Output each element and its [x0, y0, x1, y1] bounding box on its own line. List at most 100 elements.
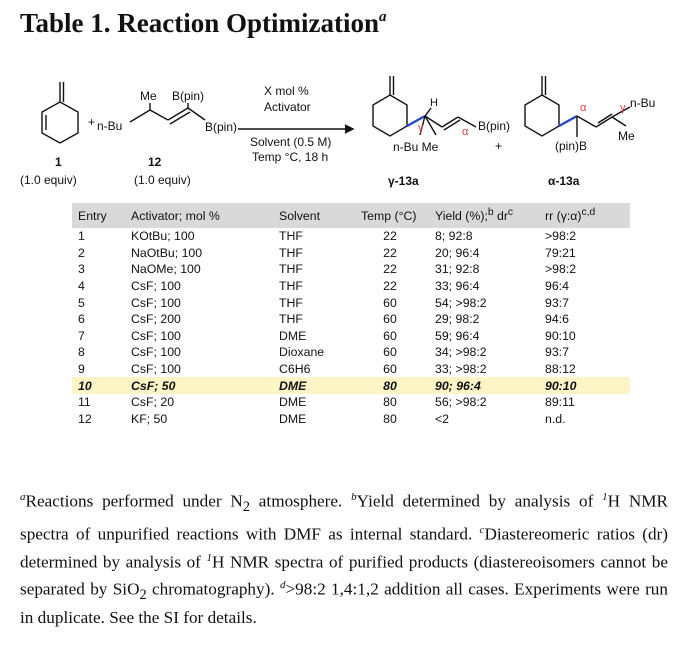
table-row: 2 NaOtBu; 100 THF 22 20; 96:4 79:21 — [72, 245, 630, 262]
footnote-c-text3: chromatography). — [146, 579, 280, 599]
cell-solvent: DME — [279, 328, 307, 343]
cell-temp: 80 — [361, 377, 419, 394]
cell-entry: 11 — [78, 395, 91, 410]
footnote-a-mark: a — [20, 491, 26, 503]
cell-yield-dr: 59; 96:4 — [435, 328, 480, 343]
header-rr-cd: c,d — [581, 207, 596, 219]
cell-temp: 60 — [383, 328, 397, 343]
cell-entry: 1 — [78, 229, 85, 244]
footnote-b-mark: b — [351, 491, 357, 503]
table-row: 9 CsF; 100 C6H6 60 33; >98:2 88:12 — [72, 361, 630, 378]
cell-yield-dr: 31; 92:8 — [435, 262, 480, 277]
cell-rr: 79:21 — [545, 245, 576, 260]
header-entry: Entry — [72, 203, 131, 228]
cell-activator: CsF; 100 — [131, 345, 181, 360]
cell-temp: 22 — [383, 279, 397, 294]
footnote-a-text: Reactions performed under N — [25, 491, 243, 511]
cell-solvent: C6H6 — [279, 362, 311, 377]
conditions-temp: Temp °C, 18 h — [252, 150, 328, 164]
footnote-c-sup: 1 — [206, 551, 212, 564]
cell-yield-dr: 8; 92:8 — [435, 229, 473, 244]
footnote-c-mark: c — [479, 523, 485, 536]
cell-solvent: THF — [279, 279, 303, 294]
cell-entry: 2 — [78, 245, 85, 260]
cell-yield-dr: 20; 96:4 — [435, 245, 480, 260]
header-rr-text: rr (γ:α) — [545, 209, 582, 224]
cell-activator: CsF; 20 — [131, 395, 175, 410]
cell-yield-dr: 29; 98:2 — [435, 312, 480, 327]
cell-activator: CsF; 200 — [131, 312, 181, 327]
cell-rr: 96:4 — [545, 279, 569, 294]
cyclohexenone-structure — [41, 82, 79, 144]
table-row: 1 KOtBu; 100 THF 22 8; 92:8 >98:2 — [72, 228, 630, 245]
header-yield-text: Yield (%); — [435, 209, 488, 224]
footnote-a-end: atmosphere. — [250, 491, 352, 511]
cell-activator: CsF; 100 — [131, 328, 181, 343]
footnote-d-mark: d — [279, 579, 286, 592]
cell-rr: 93:7 — [545, 345, 569, 360]
product-alpha-me: Me — [618, 129, 635, 143]
cell-activator: CsF; 50 — [131, 377, 279, 394]
cell-entry: 8 — [78, 345, 85, 360]
cell-solvent: Dioxane — [279, 345, 325, 360]
cell-temp: 80 — [383, 411, 397, 426]
product-gamma-bpin: B(pin) — [478, 119, 510, 133]
dienyl-diboronate-structure — [129, 103, 206, 125]
footnote-b-text2: H NMR spectra of unpurified reactions wi… — [20, 491, 668, 544]
cell-rr: 94:6 — [545, 312, 569, 327]
table-footnotes: aReactions performed under N2 atmosphere… — [20, 486, 668, 630]
product-gamma-label: γ-13a — [388, 174, 419, 188]
header-solvent: Solvent — [279, 203, 361, 228]
cell-activator: CsF; 100 — [131, 295, 181, 310]
cell-rr: 90:10 — [545, 328, 576, 343]
cell-entry: 12 — [78, 411, 92, 426]
footnote-c-sub: 2 — [139, 587, 147, 604]
product-gamma-nbu-me: n-Bu Me — [393, 140, 439, 154]
product-gamma-gamma-marker: γ — [418, 122, 424, 134]
cell-solvent: THF — [279, 245, 303, 260]
cell-activator: KOtBu; 100 — [131, 229, 195, 244]
cell-temp: 60 — [383, 345, 397, 360]
table-row: 3 NaOMe; 100 THF 22 31; 92:8 >98:2 — [72, 261, 630, 278]
cell-entry: 9 — [78, 362, 85, 377]
product-alpha-alpha-marker: α — [580, 102, 587, 114]
cell-rr: >98:2 — [545, 229, 577, 244]
product-alpha-nbu: n-Bu — [630, 96, 655, 110]
cell-yield-dr: 54; >98:2 — [435, 295, 487, 310]
table-title-text: Table 1. Reaction Optimization — [20, 8, 380, 38]
title-footnote-mark: a — [379, 9, 387, 25]
cell-yield-dr: <2 — [435, 411, 450, 426]
cell-rr: >98:2 — [545, 262, 577, 277]
footnote-b-text: Yield determined by analysis of — [356, 491, 603, 511]
header-yield: Yield (%);b drc — [419, 203, 545, 228]
table-row: 5 CsF; 100 THF 60 54; >98:2 93:7 — [72, 294, 630, 311]
footnote-a-sub: 2 — [242, 499, 250, 516]
cell-entry: 10 — [72, 377, 131, 394]
cell-temp: 60 — [383, 362, 397, 377]
product-gamma-alpha-marker: α — [462, 126, 469, 138]
footnote-d-text: >98:2 1,4:1,2 addition all cases. Experi… — [20, 579, 668, 627]
table-body: 1 KOtBu; 100 THF 22 8; 92:8 >98:2 2 NaOtBu; 100… — [72, 228, 630, 427]
header-activator: Activator; mol % — [131, 203, 279, 228]
conditions-solvent: Solvent (0.5 M) — [250, 135, 331, 149]
optimization-table: Entry Activator; mol % Solvent Temp (°C)… — [72, 203, 630, 427]
sm1-number: 1 — [55, 155, 62, 169]
cell-activator: CsF; 100 — [131, 279, 181, 294]
cell-yield-dr: 33; 96:4 — [435, 279, 480, 294]
cell-entry: 7 — [78, 328, 85, 343]
cell-entry: 5 — [78, 295, 85, 310]
cell-activator: NaOMe; 100 — [131, 262, 201, 277]
sm2-number: 12 — [148, 155, 162, 169]
cell-temp: 80 — [383, 395, 397, 410]
table-row: 4 CsF; 100 THF 22 33; 96:4 96:4 — [72, 278, 630, 295]
cell-solvent: DME — [279, 411, 307, 426]
gamma-product-structure — [372, 76, 477, 137]
header-rr: rr (γ:α)c,d — [545, 203, 630, 228]
cell-solvent: DME — [279, 377, 361, 394]
product-gamma-h: H — [430, 97, 438, 109]
cell-entry: 6 — [78, 312, 85, 327]
cell-rr: 88:12 — [545, 362, 576, 377]
header-yield-c: c — [507, 207, 514, 219]
cell-temp: 22 — [383, 229, 397, 244]
alpha-product-structure — [524, 76, 631, 137]
